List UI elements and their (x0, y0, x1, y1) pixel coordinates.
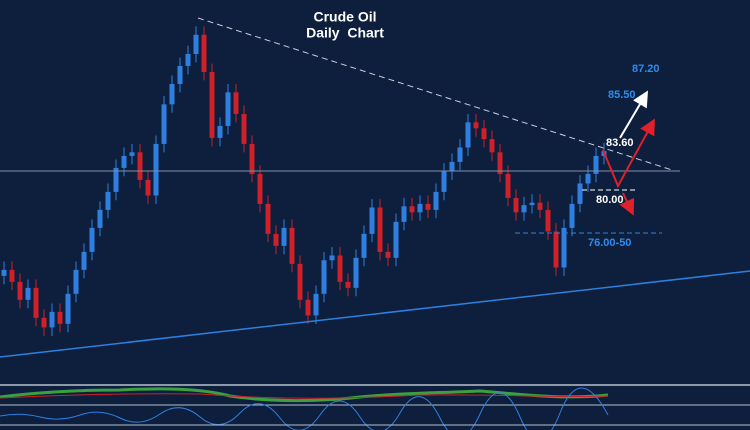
candle-body (89, 227, 95, 252)
resistance-trendline (197, 17, 673, 171)
candle-body (161, 104, 167, 144)
candle-body (449, 161, 455, 172)
candle-body (265, 203, 271, 234)
level-label: 76.00-50 (588, 237, 631, 249)
candles (1, 26, 607, 336)
scenario-arrow (602, 118, 655, 189)
candle-body (313, 293, 319, 316)
candle-body (561, 227, 567, 268)
candle-body (321, 260, 327, 294)
candle-body (529, 202, 535, 206)
candle-body (49, 311, 55, 328)
candle-body (41, 317, 47, 328)
candle-body (553, 231, 559, 268)
oscillator-line (0, 387, 609, 430)
candle-body (425, 203, 431, 210)
candle-body (337, 255, 343, 282)
candle-body (377, 207, 383, 252)
candle-body (593, 155, 599, 174)
candle-body (297, 263, 303, 300)
candle-body (57, 311, 63, 324)
candle-body (201, 34, 207, 72)
candle-body (97, 209, 103, 228)
candle-body (465, 122, 471, 148)
candle-body (177, 65, 183, 84)
candle-body (497, 152, 503, 174)
candle-body (9, 269, 15, 282)
candle-body (385, 251, 391, 258)
candle-body (217, 125, 223, 138)
target-label: 87.20 (632, 63, 660, 75)
candle-body (153, 143, 159, 196)
candle-body (361, 233, 367, 258)
candle-body (305, 299, 311, 316)
candle-body (129, 152, 135, 156)
candle-body (577, 183, 583, 204)
candle-body (505, 173, 511, 198)
chart-title: Crude Oil (313, 9, 376, 25)
candle-body (513, 197, 519, 213)
candle-body (225, 92, 231, 126)
candle-body (289, 227, 295, 264)
candle-body (273, 233, 279, 246)
support-trendline (0, 270, 750, 358)
candle-body (393, 221, 399, 258)
candle-body (409, 206, 415, 213)
candle-body (185, 53, 191, 66)
candle-body (121, 155, 127, 168)
level-label: 80.00 (596, 194, 624, 206)
candle-body (25, 287, 31, 300)
level-label: 83.60 (606, 137, 634, 149)
candle-body (145, 179, 151, 196)
candle-body (345, 281, 351, 288)
candle-body (73, 269, 79, 294)
candle-body (65, 293, 71, 324)
candle-body (545, 209, 551, 232)
candle-body (209, 71, 215, 138)
candle-body (489, 139, 495, 153)
candle-body (441, 171, 447, 192)
candle-body (401, 206, 407, 222)
candle-body (137, 152, 143, 180)
candle-body (249, 143, 255, 174)
candle-body (433, 191, 439, 210)
candle-body (417, 203, 423, 213)
candle-body (569, 203, 575, 228)
candle-body (257, 173, 263, 204)
bull-arrow (619, 90, 649, 139)
candle-body (481, 128, 487, 140)
oscillator-signal (0, 393, 609, 399)
candle-body (537, 202, 543, 210)
candle-body (585, 173, 591, 184)
candle-body (281, 227, 287, 246)
candle-body (457, 147, 463, 162)
candle-body (233, 92, 239, 114)
candle-body (473, 122, 479, 129)
candle-body (33, 287, 39, 318)
candle-body (1, 269, 7, 276)
candle-body (353, 257, 359, 288)
bear-arrow (619, 192, 635, 216)
candle-body (369, 207, 375, 234)
candle-body (17, 281, 23, 300)
candle-body (193, 34, 199, 54)
candle-body (81, 251, 87, 270)
candle-body (105, 191, 111, 210)
candle-body (113, 167, 119, 192)
candle-body (241, 113, 247, 144)
target-label: 85.50 (608, 89, 636, 101)
candle-body (329, 255, 335, 261)
candle-body (521, 205, 527, 213)
chart-subtitle: Daily Chart (306, 25, 384, 41)
candle-body (169, 83, 175, 105)
